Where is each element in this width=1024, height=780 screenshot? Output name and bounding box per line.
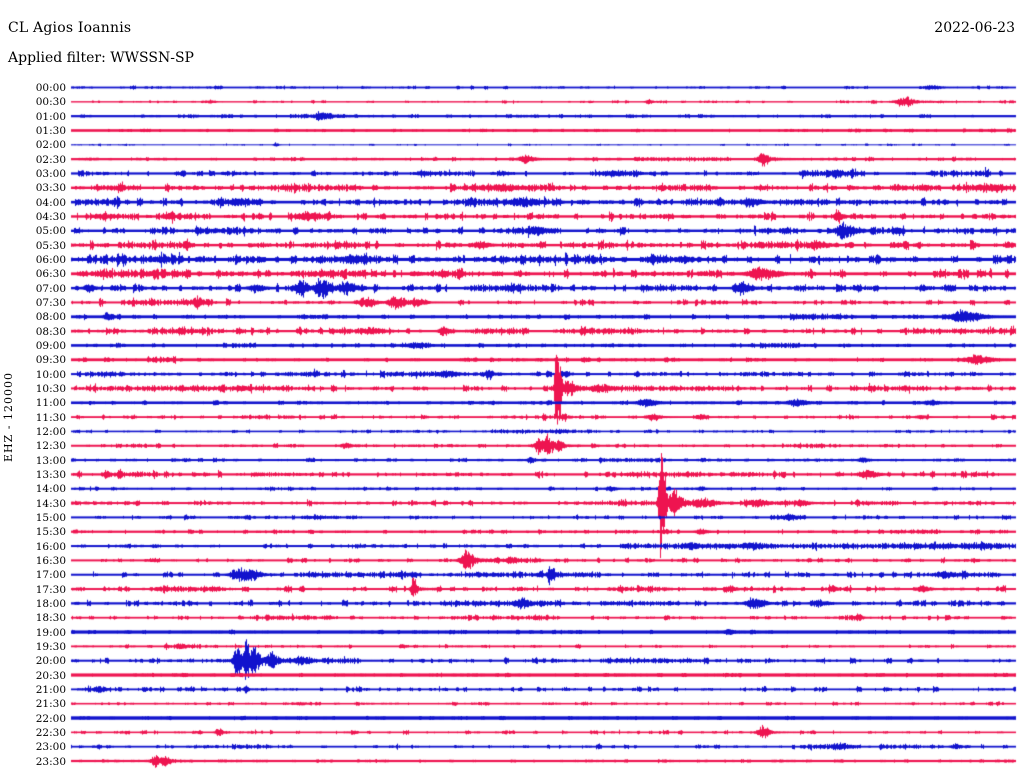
time-label: 00:00 [35,82,66,94]
time-label: 16:00 [35,540,66,553]
time-label: 03:00 [35,167,66,180]
time-label: 11:00 [35,397,66,410]
time-label: 09:00 [35,339,66,352]
time-label: 06:00 [35,253,66,266]
time-label: 14:30 [35,497,66,510]
time-label: 03:30 [35,182,66,195]
time-label: 07:30 [35,296,66,309]
time-label: 10:30 [35,382,66,395]
time-label: 16:30 [35,554,66,567]
time-label: 19:30 [35,640,66,653]
time-label: 14:00 [35,483,66,496]
time-label: 07:00 [35,282,66,295]
time-label: 08:30 [35,325,66,338]
time-label: 05:00 [35,225,66,238]
time-label: 05:30 [35,239,66,252]
applied-filter-label: Applied filter: WWSSN-SP [8,50,194,66]
time-label: 01:00 [35,110,66,123]
station-title: CL Agios Ioannis [8,20,132,36]
time-label: 02:00 [35,139,66,152]
time-label: 00:30 [35,96,66,109]
time-label: 04:00 [35,196,66,209]
time-label: 15:30 [35,526,66,539]
time-label: 22:00 [35,712,66,725]
time-label: 12:00 [35,425,66,438]
time-label: 19:00 [35,626,66,639]
channel-scale-label: EHZ - 120000 [2,372,15,462]
time-label: 20:30 [35,669,66,682]
time-label: 21:00 [35,683,66,696]
time-label: 04:30 [35,210,66,223]
time-label: 17:30 [35,583,66,596]
time-label: 13:30 [35,468,66,481]
time-label: 18:30 [35,612,66,625]
time-label: 23:00 [35,741,66,754]
time-label: 13:00 [35,454,66,467]
time-label: 22:30 [35,726,66,739]
time-label: 12:30 [35,440,66,453]
time-label: 17:00 [35,569,66,582]
time-label: 20:00 [35,655,66,668]
time-label: 06:30 [35,268,66,281]
time-label: 23:30 [35,755,66,768]
time-label: 01:30 [35,124,66,137]
time-label: 18:00 [35,597,66,610]
time-label: 11:30 [35,411,66,424]
plot-date: 2022-06-23 [934,20,1015,36]
time-label: 02:30 [35,153,66,166]
time-label: 08:00 [35,311,66,324]
time-label: 21:30 [35,698,66,711]
time-label: 15:00 [35,511,66,524]
time-label: 09:30 [35,354,66,367]
time-label: 10:00 [35,368,66,381]
